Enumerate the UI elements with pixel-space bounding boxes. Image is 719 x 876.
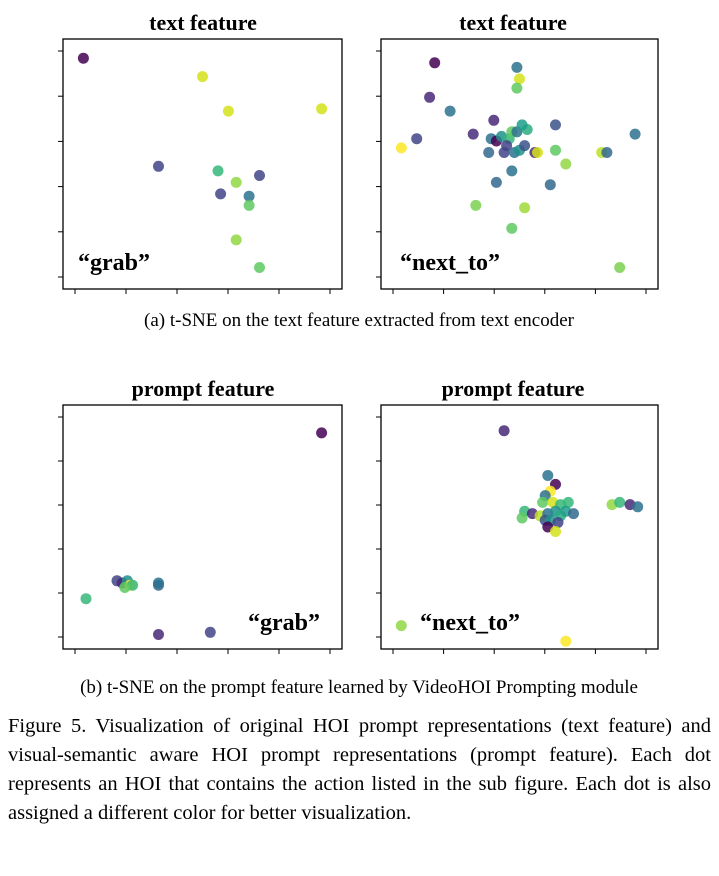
subplot-title: prompt feature xyxy=(132,376,275,401)
scatter-point xyxy=(488,114,500,126)
scatter-point xyxy=(444,105,456,117)
scatter-point xyxy=(254,262,265,273)
scatter-point xyxy=(511,82,523,94)
scatter-point xyxy=(537,496,549,508)
scatter-point xyxy=(204,626,216,638)
scatter-point xyxy=(483,147,495,158)
scatter-point xyxy=(222,105,234,117)
scatter-point xyxy=(632,501,644,513)
scatter-point xyxy=(629,128,641,140)
plot-frame xyxy=(62,404,343,650)
scatter-point xyxy=(552,517,564,528)
scatter-point xyxy=(519,140,531,152)
scatter-point xyxy=(601,147,613,158)
scatter-point xyxy=(77,52,89,64)
scatter-point xyxy=(243,199,255,211)
scatter-point xyxy=(467,128,479,140)
scatter-point xyxy=(153,629,164,640)
plot-frame xyxy=(380,404,659,650)
action-label: “next_to” xyxy=(420,610,520,636)
scatter-point xyxy=(560,158,572,170)
scatter-point xyxy=(562,496,574,508)
scatter-point xyxy=(429,57,441,69)
scatter-point xyxy=(550,144,561,156)
scatter-point xyxy=(230,176,242,188)
scatter-point xyxy=(119,582,131,593)
scatter-point xyxy=(519,202,531,214)
scatter-point xyxy=(215,188,227,200)
scatter-point xyxy=(614,262,626,273)
scatter-point xyxy=(506,222,518,234)
subplot-title: text feature xyxy=(149,10,257,35)
scatter-point xyxy=(153,160,164,172)
subplot-prompt-grab: prompt feature “grab” xyxy=(58,376,343,654)
subplot-text-grab: text feature “grab” xyxy=(58,10,343,294)
scatter-point xyxy=(498,147,510,158)
plot-frame xyxy=(380,38,659,290)
scatter-point xyxy=(80,593,92,605)
subcaption-a: (a) t-SNE on the text feature extracted … xyxy=(144,310,575,331)
figure-label: Figure 5. xyxy=(8,715,87,737)
scatter-point xyxy=(230,234,242,246)
subplot-title: text feature xyxy=(459,10,567,35)
scatter-point xyxy=(254,170,265,181)
scatter-point xyxy=(614,496,626,508)
figure-5: text feature “grab” text feature “next_t… xyxy=(58,10,659,698)
caption-text: Visualization of original HOI prompt rep… xyxy=(8,715,711,824)
subplot-title: prompt feature xyxy=(442,376,585,401)
scatter-point xyxy=(395,142,407,154)
figure-caption: Figure 5. Visualization of original HOI … xyxy=(8,712,711,828)
scatter-point xyxy=(316,103,328,115)
scatter-point xyxy=(532,147,543,158)
subcaption-b: (b) t-SNE on the prompt feature learned … xyxy=(80,677,638,698)
scatter-point xyxy=(395,620,407,632)
scatter-point xyxy=(153,577,164,589)
action-label: “next_to” xyxy=(400,250,500,276)
scatter-point xyxy=(490,176,502,188)
subplot-text-next-to: text feature “next_to” xyxy=(376,10,659,294)
scatter-point xyxy=(197,71,208,83)
plot-frame xyxy=(62,38,343,290)
subplot-prompt-next-to: prompt feature “next_to” xyxy=(376,376,659,654)
scatter-point xyxy=(516,512,528,524)
action-label: “grab” xyxy=(248,610,320,636)
scatter-point xyxy=(514,73,525,85)
scatter-point xyxy=(550,119,561,131)
scatter-point xyxy=(542,470,554,481)
action-label: “grab” xyxy=(78,250,150,276)
scatter-point xyxy=(243,190,255,202)
scatter-point xyxy=(511,61,523,73)
scatter-point xyxy=(516,119,528,131)
scatter-point xyxy=(316,427,328,439)
scatter-point xyxy=(506,165,518,177)
scatter-point xyxy=(568,508,579,520)
scatter-point xyxy=(550,526,561,537)
scatter-point xyxy=(212,165,224,177)
scatter-point xyxy=(560,635,572,647)
scatter-point xyxy=(411,133,423,145)
scatter-point xyxy=(470,199,482,211)
scatter-point xyxy=(424,91,436,103)
scatter-point xyxy=(544,179,556,191)
scatter-point xyxy=(498,425,510,437)
